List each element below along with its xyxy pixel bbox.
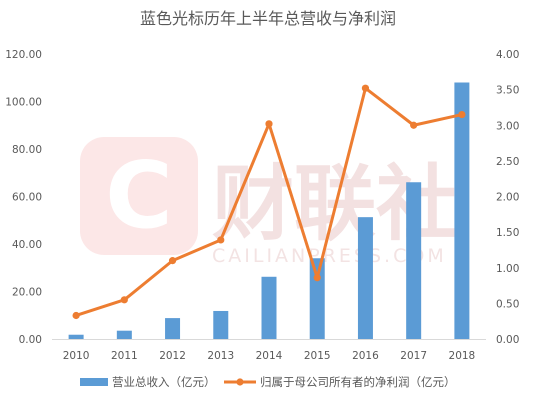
- point-net-profit: [313, 274, 321, 282]
- y-right-tick-label: 1.50: [496, 227, 519, 239]
- bar-revenue: [116, 330, 132, 339]
- y-right-tick-label: 4.00: [496, 49, 519, 61]
- bar-revenue: [261, 276, 277, 339]
- plot-area: [68, 82, 470, 339]
- watermark-domain: CAILIANPRESS.COM: [212, 245, 447, 267]
- point-net-profit: [168, 257, 177, 265]
- bar-revenue: [309, 258, 325, 339]
- y-left-tick-label: 80.00: [12, 144, 42, 156]
- legend-swatch-revenue: [80, 378, 108, 386]
- x-tick-label: 2016: [352, 350, 379, 362]
- y-right-tick-label: 1.00: [496, 263, 519, 275]
- watermark-logo-letter: C: [105, 142, 173, 249]
- legend-marker-net-profit: [236, 378, 244, 386]
- bar-revenue: [454, 82, 470, 339]
- y-right-tick-label: 0.50: [496, 298, 519, 310]
- y-left-tick-label: 120.00: [5, 49, 42, 61]
- x-tick-label: 2013: [207, 350, 234, 362]
- legend-label-revenue: 营业总收入（亿元）: [112, 375, 216, 389]
- legend: 营业总收入（亿元） 归属于母公司所有者的净利润（亿元）: [80, 375, 456, 389]
- point-net-profit: [72, 311, 80, 320]
- y-left-tick-label: 100.00: [5, 97, 42, 109]
- bar-revenue: [357, 217, 373, 339]
- point-net-profit: [217, 236, 225, 244]
- x-tick-label: 2011: [111, 350, 138, 362]
- point-net-profit: [120, 296, 128, 304]
- y-left-tick-label: 20.00: [12, 287, 42, 299]
- x-tick-label: 2014: [256, 350, 283, 362]
- point-net-profit: [410, 121, 418, 129]
- point-net-profit: [265, 120, 273, 128]
- y-left-tick-label: 40.00: [12, 239, 42, 251]
- bar-revenue: [165, 318, 181, 339]
- x-tick-label: 2010: [63, 350, 90, 362]
- y-right-tick-label: 2.50: [496, 156, 519, 168]
- bar-revenue: [213, 310, 229, 339]
- bar-revenue: [406, 182, 422, 339]
- y-right-tick-label: 3.00: [496, 120, 519, 132]
- y-right-tick-label: 3.50: [496, 85, 519, 97]
- x-tick-label: 2012: [159, 350, 186, 362]
- x-tick-label: 2018: [449, 350, 476, 362]
- point-net-profit: [458, 110, 466, 119]
- y-left-tick-label: 0.00: [19, 334, 42, 346]
- watermark-logo-badge: [80, 137, 198, 255]
- x-tick-label: 2017: [400, 350, 427, 362]
- legend-label-net-profit: 归属于母公司所有者的净利润（亿元）: [260, 375, 456, 389]
- x-tick-label: 2015: [304, 350, 331, 362]
- bar-revenue: [68, 334, 84, 339]
- chart-title: 蓝色光标历年上半年总营收与净利润: [140, 9, 396, 28]
- point-net-profit: [361, 84, 370, 92]
- y-left-tick-label: 60.00: [12, 192, 42, 204]
- y-right-tick-label: 0.00: [496, 334, 519, 346]
- y-right-tick-label: 2.00: [496, 192, 519, 204]
- axes: 0.00 20.00 40.00 60.00 80.00 100.00 120.00 0.00…: [5, 49, 519, 362]
